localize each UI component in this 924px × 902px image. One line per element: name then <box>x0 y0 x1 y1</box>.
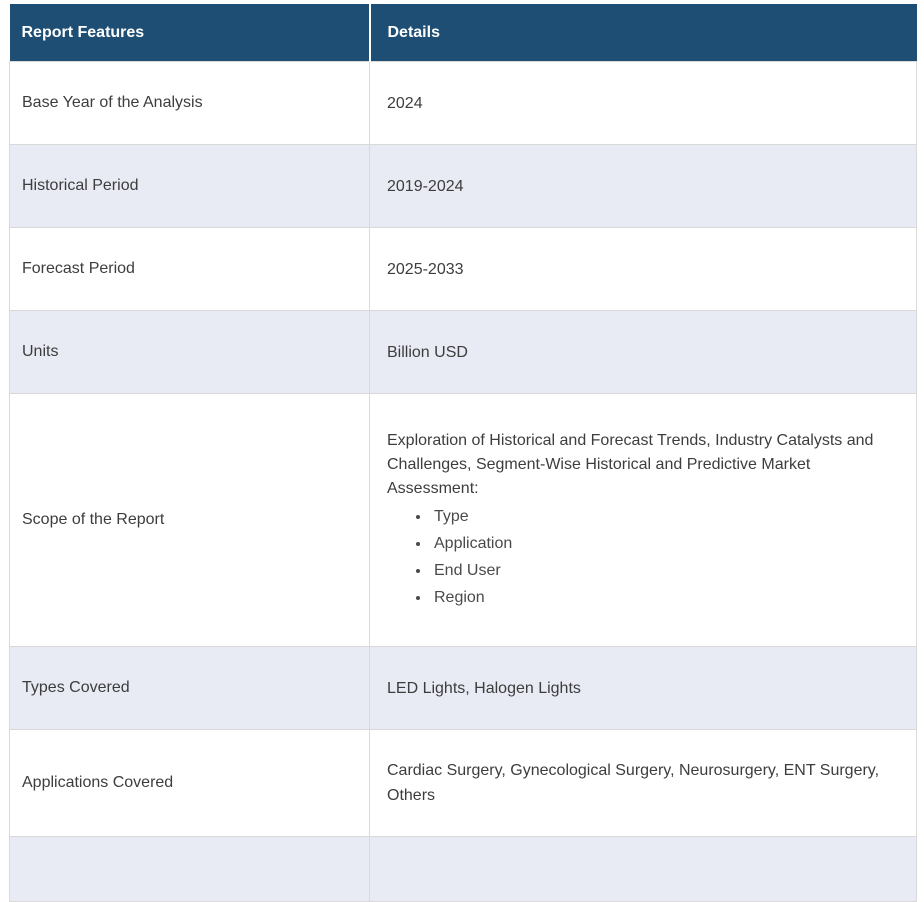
scope-bullet-list: Type Application End User Region <box>387 503 903 611</box>
table-row-types-covered: Types Covered LED Lights, Halogen Lights <box>9 646 917 730</box>
column-header-details: Details <box>368 4 917 62</box>
scope-description: Exploration of Historical and Forecast T… <box>387 432 874 497</box>
feature-value: Exploration of Historical and Forecast T… <box>369 393 917 647</box>
feature-value <box>369 836 917 902</box>
table-row-forecast-period: Forecast Period 2025-2033 <box>9 227 917 311</box>
scope-bullet-type: Type <box>431 503 903 530</box>
table-row-units: Units Billion USD <box>9 310 917 394</box>
table-row-applications-covered: Applications Covered Cardiac Surgery, Gy… <box>9 729 917 837</box>
feature-value: 2025-2033 <box>369 227 917 311</box>
table-row-base-year: Base Year of the Analysis 2024 <box>9 61 917 145</box>
feature-label: Types Covered <box>9 646 370 730</box>
table-header-row: Report Features Details <box>9 4 917 62</box>
scope-bullet-end-user: End User <box>431 557 903 584</box>
table-row-scope: Scope of the Report Exploration of Histo… <box>9 393 917 647</box>
report-features-table: Report Features Details Base Year of the… <box>9 4 917 902</box>
scope-bullet-region: Region <box>431 584 903 611</box>
feature-label: Scope of the Report <box>9 393 370 647</box>
table-row-partial-cutoff <box>9 836 917 902</box>
feature-label <box>9 836 370 902</box>
column-header-report-features: Report Features <box>9 4 370 62</box>
feature-value: LED Lights, Halogen Lights <box>369 646 917 730</box>
feature-label: Units <box>9 310 370 394</box>
feature-value: Cardiac Surgery, Gynecological Surgery, … <box>369 729 917 837</box>
feature-value: Billion USD <box>369 310 917 394</box>
feature-label: Historical Period <box>9 144 370 228</box>
feature-value: 2019-2024 <box>369 144 917 228</box>
scope-bullet-application: Application <box>431 530 903 557</box>
feature-label: Forecast Period <box>9 227 370 311</box>
table-row-historical-period: Historical Period 2019-2024 <box>9 144 917 228</box>
feature-label: Applications Covered <box>9 729 370 837</box>
feature-value: 2024 <box>369 61 917 145</box>
feature-label: Base Year of the Analysis <box>9 61 370 145</box>
